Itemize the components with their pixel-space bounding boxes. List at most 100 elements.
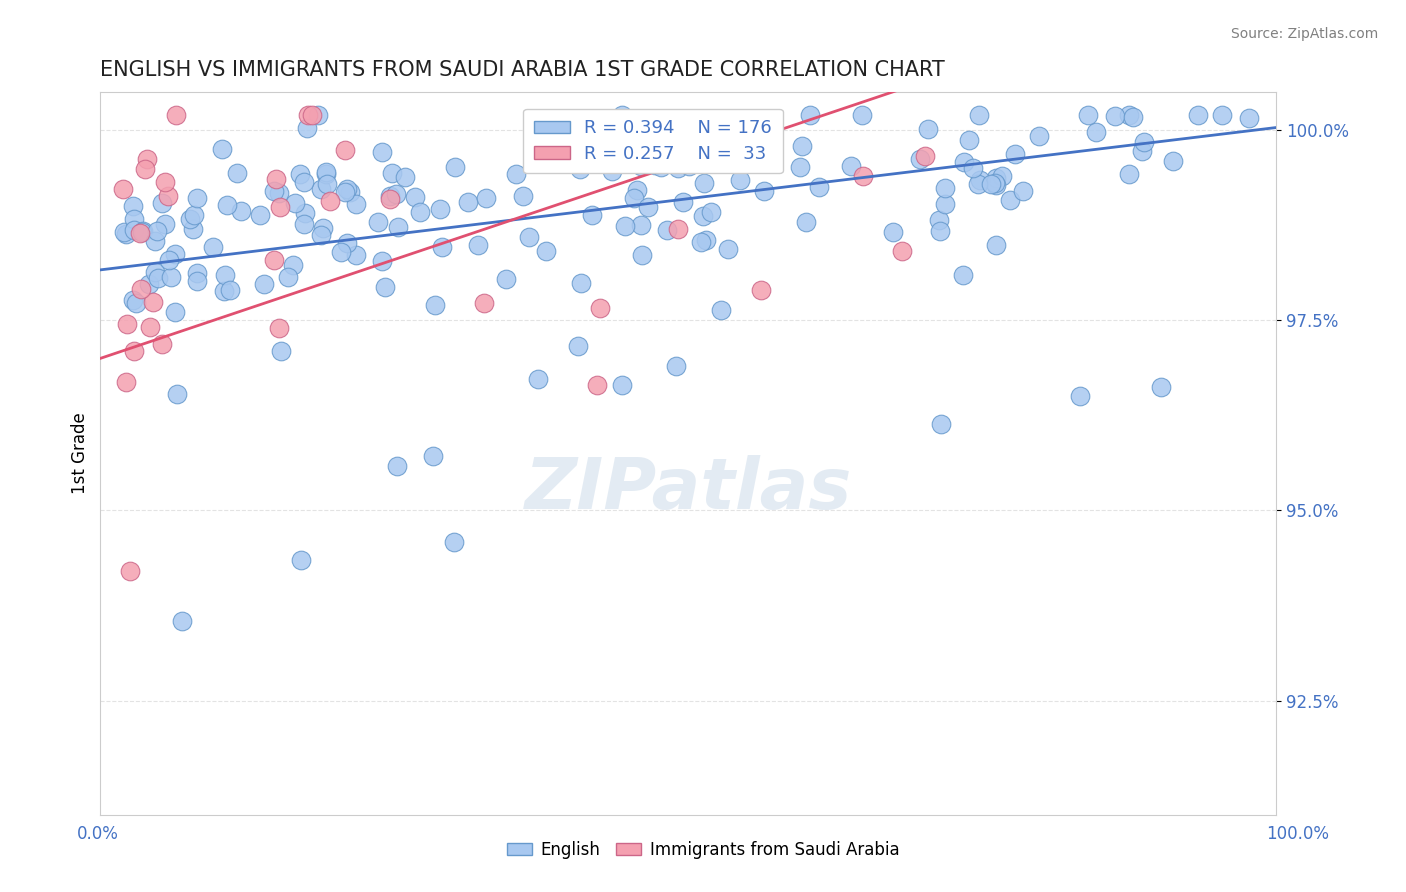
Point xyxy=(131,282,153,296)
Point xyxy=(385,459,408,474)
Text: 100.0%: 100.0% xyxy=(1265,825,1329,843)
Point xyxy=(297,108,319,122)
Point xyxy=(311,228,333,243)
Point xyxy=(165,108,187,122)
Point xyxy=(650,160,672,174)
Point xyxy=(536,244,558,258)
Point xyxy=(789,160,811,174)
Point xyxy=(292,175,315,189)
Point xyxy=(984,171,1007,186)
Point xyxy=(443,161,465,175)
Point xyxy=(146,271,169,285)
Point xyxy=(527,371,550,385)
Point xyxy=(672,195,695,210)
Point xyxy=(112,225,135,239)
Point xyxy=(619,112,641,126)
Point xyxy=(808,179,831,194)
Point xyxy=(423,298,446,312)
Y-axis label: 1st Grade: 1st Grade xyxy=(72,412,89,494)
Point xyxy=(1028,128,1050,143)
Point xyxy=(269,186,291,200)
Point xyxy=(917,122,939,136)
Point xyxy=(986,178,1008,192)
Point xyxy=(1133,135,1156,149)
Point xyxy=(749,283,772,297)
Point xyxy=(467,237,489,252)
Point xyxy=(891,244,914,259)
Point xyxy=(1069,388,1091,402)
Legend: R = 0.394    N = 176, R = 0.257    N =  33: R = 0.394 N = 176, R = 0.257 N = 33 xyxy=(523,109,783,173)
Point xyxy=(422,449,444,463)
Point xyxy=(404,190,426,204)
Point xyxy=(214,268,236,282)
Point xyxy=(700,205,723,219)
Point xyxy=(212,284,235,298)
Point xyxy=(1077,108,1099,122)
Point xyxy=(309,182,332,196)
Point xyxy=(1118,108,1140,122)
Point xyxy=(131,225,153,239)
Point xyxy=(1211,108,1233,122)
Point xyxy=(121,293,143,307)
Point xyxy=(307,108,329,122)
Point xyxy=(143,234,166,248)
Point xyxy=(249,208,271,222)
Point xyxy=(179,211,201,226)
Text: ZIPatlas: ZIPatlas xyxy=(524,455,852,524)
Point xyxy=(613,219,636,233)
Point xyxy=(312,220,335,235)
Point xyxy=(623,191,645,205)
Point xyxy=(134,161,156,176)
Point xyxy=(344,248,367,262)
Point xyxy=(315,165,337,179)
Point xyxy=(934,181,956,195)
Point xyxy=(908,152,931,166)
Point xyxy=(794,215,817,229)
Point xyxy=(292,217,315,231)
Point xyxy=(138,277,160,291)
Point xyxy=(678,159,700,173)
Point xyxy=(1104,110,1126,124)
Point xyxy=(1012,185,1035,199)
Point xyxy=(569,162,592,177)
Point xyxy=(263,252,285,267)
Point xyxy=(934,196,956,211)
Point xyxy=(644,158,666,172)
Point xyxy=(443,535,465,549)
Point xyxy=(630,159,652,173)
Point xyxy=(225,166,247,180)
Point xyxy=(612,378,634,392)
Point xyxy=(957,133,980,147)
Point xyxy=(378,189,401,203)
Point xyxy=(1130,144,1153,158)
Text: Source: ZipAtlas.com: Source: ZipAtlas.com xyxy=(1230,27,1378,41)
Point xyxy=(852,169,875,183)
Point xyxy=(367,215,389,229)
Point xyxy=(330,245,353,260)
Point xyxy=(1237,111,1260,125)
Point xyxy=(457,194,479,209)
Point xyxy=(394,169,416,184)
Point xyxy=(371,145,394,159)
Point xyxy=(186,274,208,288)
Point xyxy=(201,240,224,254)
Point xyxy=(692,209,714,223)
Point xyxy=(115,317,138,331)
Point xyxy=(682,148,704,162)
Point xyxy=(512,188,534,202)
Text: ENGLISH VS IMMIGRANTS FROM SAUDI ARABIA 1ST GRADE CORRELATION CHART: ENGLISH VS IMMIGRANTS FROM SAUDI ARABIA … xyxy=(100,60,945,79)
Point xyxy=(952,268,974,282)
Point xyxy=(1122,111,1144,125)
Point xyxy=(541,138,564,153)
Point xyxy=(756,136,779,151)
Point xyxy=(567,339,589,353)
Point xyxy=(630,248,652,262)
Point xyxy=(186,191,208,205)
Point xyxy=(129,226,152,240)
Point xyxy=(115,376,138,390)
Point xyxy=(183,208,205,222)
Point xyxy=(1118,168,1140,182)
Point xyxy=(219,283,242,297)
Point xyxy=(336,236,359,251)
Point xyxy=(295,120,318,135)
